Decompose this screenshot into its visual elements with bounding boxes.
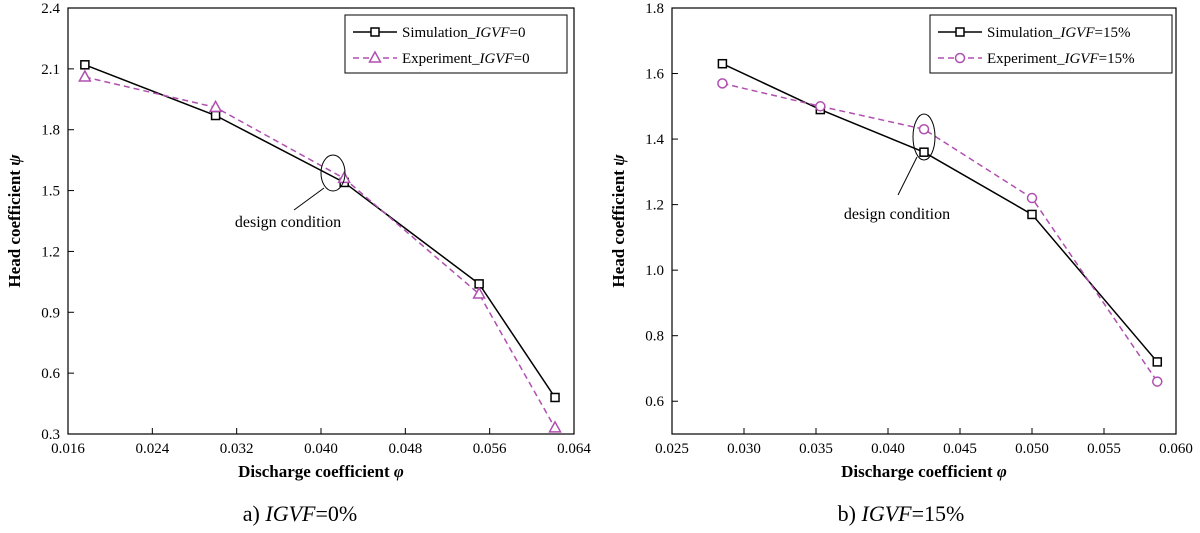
x-tick-label: 0.048 xyxy=(388,441,422,457)
annotation-ellipse xyxy=(320,154,346,192)
series-line-1 xyxy=(84,64,556,398)
chart-2: 0.025 0.030 0.035 0.040 0.045 0.050 0.055 0.060… xyxy=(609,1,1193,526)
y-tick-label: 1.2 xyxy=(41,244,60,260)
series-line-2 xyxy=(84,76,556,429)
annotation-label: design condition xyxy=(235,214,341,231)
data-point-circle xyxy=(1026,192,1038,204)
legend-label: Experiment_IGVF=15% xyxy=(987,51,1135,67)
x-axis-label: Discharge coefficient φ xyxy=(841,462,1007,481)
annotation-leader xyxy=(293,187,325,211)
data-point-square xyxy=(1152,357,1163,367)
legend-label: Simulation_IGVF=15% xyxy=(987,25,1130,41)
legend-box xyxy=(929,14,1173,74)
data-point-square xyxy=(919,147,929,157)
x-tick-label: 0.064 xyxy=(557,441,591,457)
x-tick-label: 0.055 xyxy=(1087,441,1121,457)
y-tick-label: 1.8 xyxy=(645,1,664,17)
x-tick-label: 0.025 xyxy=(655,441,689,457)
legend: Simulation_IGVF=15% Experiment_IGVF=15% xyxy=(929,14,1173,74)
data-point-square xyxy=(210,110,221,121)
y-axis-label: Head coefficient ψ xyxy=(609,154,628,288)
legend-marker-square xyxy=(955,27,965,37)
data-point-triangle xyxy=(78,69,92,82)
x-tick-label: 0.024 xyxy=(135,441,169,457)
data-point-triangle xyxy=(472,286,486,299)
y-tick-label: 1.2 xyxy=(645,198,664,214)
x-tick-label: 0.032 xyxy=(220,441,254,457)
x-tick-label: 0.030 xyxy=(727,441,761,457)
annotation-ellipse xyxy=(912,113,936,161)
data-point-triangle xyxy=(548,420,562,433)
legend-marker-square xyxy=(370,27,380,37)
legend-marker-triangle xyxy=(368,50,382,63)
legend: Simulation_IGVF=0 Experiment_IGVF=0 xyxy=(344,14,568,74)
legend-box xyxy=(344,14,568,74)
data-point-circle xyxy=(1152,376,1163,387)
plot-frame xyxy=(671,7,1177,435)
legend-label: Simulation_IGVF=0 xyxy=(402,25,525,41)
y-tick-label: 1.8 xyxy=(41,123,60,139)
y-tick-label: 1.6 xyxy=(645,67,664,83)
data-point-square xyxy=(550,392,560,403)
x-tick-label: 0.056 xyxy=(473,441,507,457)
data-point-square xyxy=(717,58,728,69)
x-axis-label: Discharge coefficient φ xyxy=(238,462,404,481)
y-tick-label: 1.4 xyxy=(645,132,664,148)
subplot-caption: a) IGVF=0% xyxy=(243,501,357,526)
y-tick-label: 2.4 xyxy=(41,1,60,17)
x-tick-label: 0.040 xyxy=(871,441,905,457)
y-tick-label: 1.0 xyxy=(645,263,664,279)
data-point-square xyxy=(80,60,90,70)
series-line-2 xyxy=(722,82,1158,382)
x-tick-label: 0.035 xyxy=(799,441,833,457)
y-tick-label: 0.3 xyxy=(41,427,60,443)
data-point-circle xyxy=(717,78,728,89)
x-tick-label: 0.050 xyxy=(1015,441,1049,457)
annotation-leader xyxy=(897,156,918,196)
legend-marker-circle xyxy=(954,52,966,64)
x-tick-label: 0.060 xyxy=(1159,441,1193,457)
annotation-label: design condition xyxy=(844,206,950,223)
y-tick-label: 0.9 xyxy=(41,305,60,321)
y-tick-label: 0.8 xyxy=(645,329,664,345)
data-point-triangle xyxy=(208,99,223,113)
legend-label: Experiment_IGVF=0 xyxy=(402,51,530,67)
x-tick-label: 0.016 xyxy=(51,441,85,457)
chart-1: 0.016 0.024 0.032 0.040 0.048 0.056 0.064 0.3 0.… xyxy=(5,1,591,526)
data-point-circle xyxy=(918,123,930,135)
x-tick-label: 0.040 xyxy=(304,441,338,457)
y-axis-label: Head coefficient ψ xyxy=(5,154,24,288)
data-point-square xyxy=(1027,209,1037,220)
data-point-circle xyxy=(815,101,826,112)
y-tick-label: 2.1 xyxy=(41,62,60,78)
y-tick-label: 0.6 xyxy=(41,366,60,382)
y-tick-label: 1.5 xyxy=(41,184,60,200)
subplot-caption: b) IGVF=15% xyxy=(838,501,965,526)
x-tick-label: 0.045 xyxy=(943,441,977,457)
y-tick-label: 0.6 xyxy=(645,394,664,410)
